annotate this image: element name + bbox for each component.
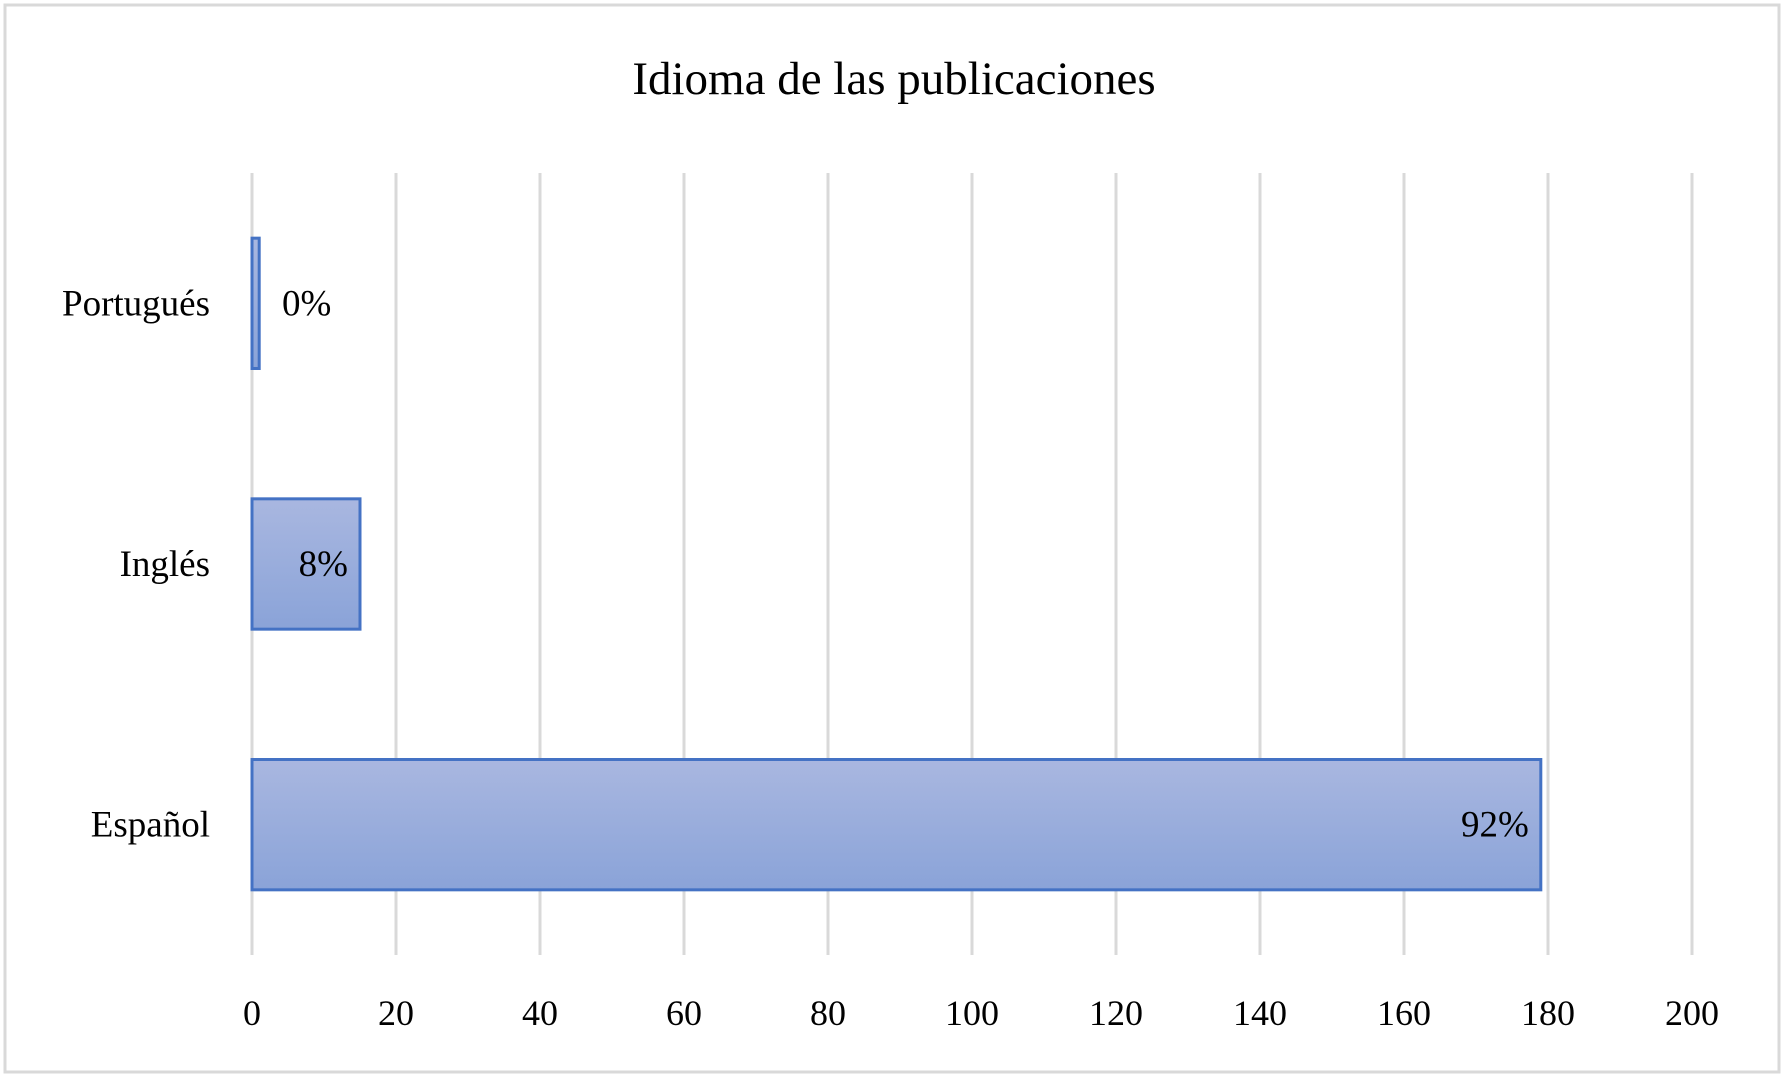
- data-label: 0%: [282, 283, 331, 324]
- x-tick-label: 20: [378, 993, 414, 1033]
- data-label: 92%: [1461, 805, 1529, 846]
- bar-1: [250, 497, 362, 631]
- x-tick-label: 80: [810, 993, 846, 1033]
- x-tick-label: 60: [666, 993, 702, 1033]
- x-tick-label: 140: [1233, 993, 1287, 1033]
- x-tick-label: 40: [522, 993, 558, 1033]
- category-label: Inglés: [120, 544, 210, 585]
- bar-2: [250, 236, 261, 370]
- chart-title: Idioma de las publicaciones: [632, 53, 1155, 105]
- x-tick-label: 180: [1521, 993, 1575, 1033]
- x-tick-label: 0: [243, 993, 261, 1033]
- x-tick-label: 160: [1377, 993, 1431, 1033]
- category-label: Español: [91, 805, 210, 846]
- x-tick-label: 100: [945, 993, 999, 1033]
- data-label: 8%: [299, 544, 348, 585]
- bar-0: [250, 758, 1543, 892]
- x-tick-label: 120: [1089, 993, 1143, 1033]
- category-label: Portugués: [62, 283, 210, 324]
- x-tick-label: 200: [1665, 993, 1719, 1033]
